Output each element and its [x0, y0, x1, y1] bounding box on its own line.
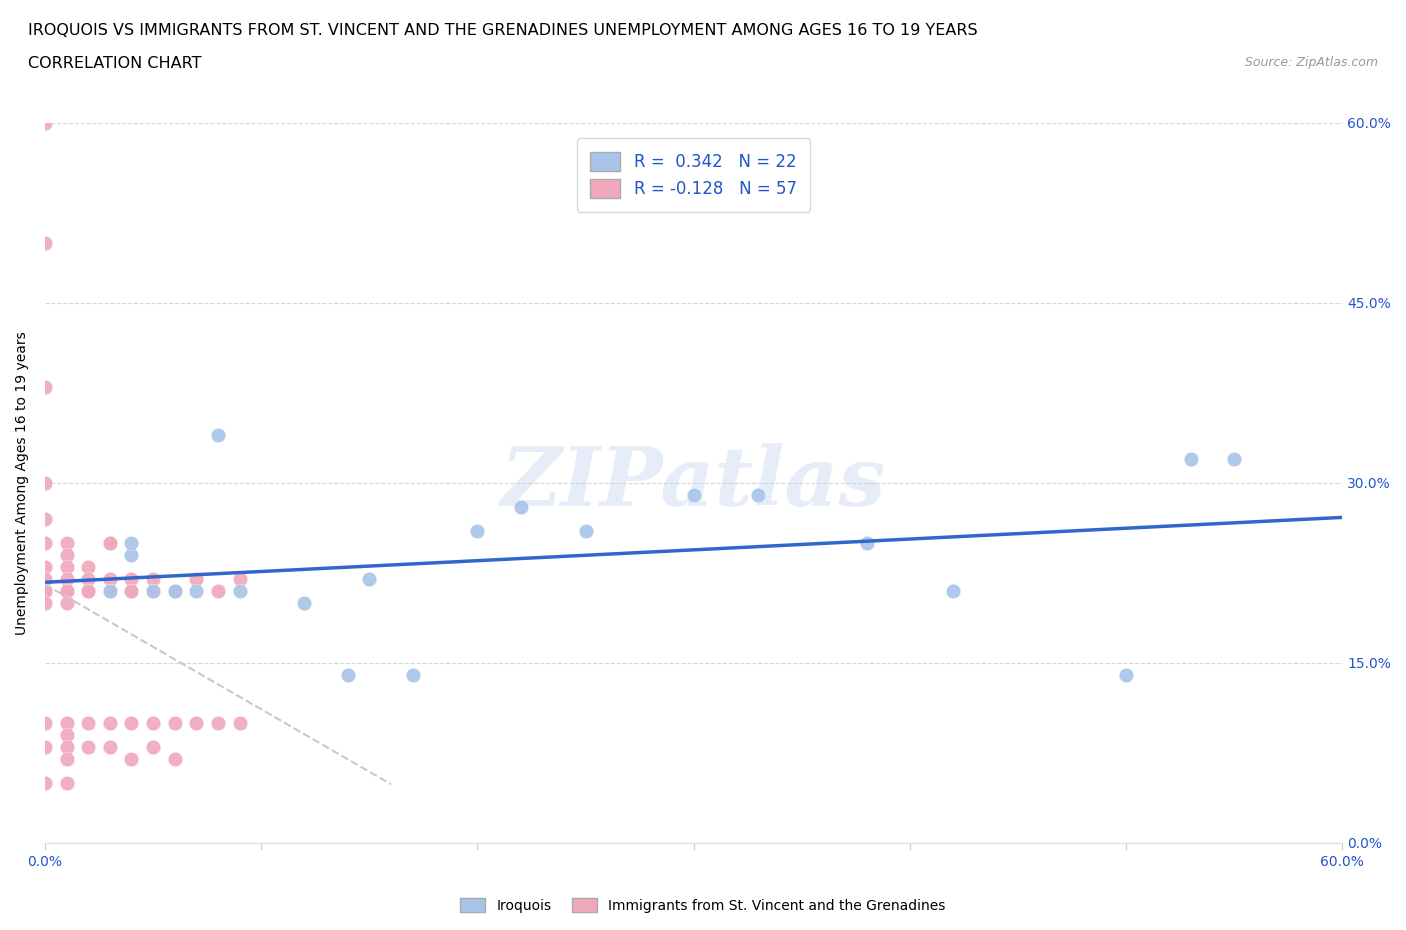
Point: [98, 536, 121, 551]
Point: [55, 583, 77, 598]
Point: [120, 536, 142, 551]
Point: [34, 715, 56, 730]
Point: [98, 715, 121, 730]
Point: [55, 776, 77, 790]
Point: [34, 379, 56, 394]
Point: [142, 583, 165, 598]
Text: ZIPatlas: ZIPatlas: [501, 443, 886, 523]
Point: [359, 571, 381, 586]
Point: [1180, 451, 1202, 466]
Point: [942, 583, 965, 598]
Point: [294, 595, 316, 610]
Point: [120, 547, 142, 562]
Point: [55, 595, 77, 610]
Point: [682, 487, 704, 502]
Point: [34, 583, 56, 598]
Legend: Iroquois, Immigrants from St. Vincent and the Grenadines: Iroquois, Immigrants from St. Vincent an…: [454, 893, 952, 919]
Point: [55, 583, 77, 598]
Point: [509, 499, 531, 514]
Point: [207, 583, 229, 598]
Point: [34, 739, 56, 754]
Point: [142, 715, 165, 730]
Point: [336, 668, 359, 683]
Point: [228, 571, 250, 586]
Point: [55, 715, 77, 730]
Point: [77, 571, 100, 586]
Point: [163, 583, 186, 598]
Point: [228, 583, 250, 598]
Point: [98, 739, 121, 754]
Point: [34, 475, 56, 490]
Point: [34, 583, 56, 598]
Point: [120, 751, 142, 766]
Legend: R =  0.342   N = 22, R = -0.128   N = 57: R = 0.342 N = 22, R = -0.128 N = 57: [576, 139, 810, 212]
Text: IROQUOIS VS IMMIGRANTS FROM ST. VINCENT AND THE GRENADINES UNEMPLOYMENT AMONG AG: IROQUOIS VS IMMIGRANTS FROM ST. VINCENT …: [28, 23, 977, 38]
Point: [142, 583, 165, 598]
Point: [55, 571, 77, 586]
Point: [55, 559, 77, 574]
Point: [77, 583, 100, 598]
Point: [574, 524, 596, 538]
Point: [55, 751, 77, 766]
Point: [34, 235, 56, 250]
Point: [163, 751, 186, 766]
Point: [120, 583, 142, 598]
Point: [34, 776, 56, 790]
Point: [98, 583, 121, 598]
Y-axis label: Unemployment Among Ages 16 to 19 years: Unemployment Among Ages 16 to 19 years: [15, 331, 30, 634]
Point: [186, 583, 208, 598]
Point: [163, 583, 186, 598]
Text: Source: ZipAtlas.com: Source: ZipAtlas.com: [1244, 56, 1378, 69]
Point: [163, 715, 186, 730]
Point: [34, 595, 56, 610]
Point: [207, 715, 229, 730]
Point: [163, 583, 186, 598]
Point: [34, 559, 56, 574]
Point: [34, 115, 56, 130]
Point: [98, 571, 121, 586]
Point: [228, 715, 250, 730]
Point: [1223, 451, 1246, 466]
Point: [55, 727, 77, 742]
Point: [142, 739, 165, 754]
Point: [467, 524, 489, 538]
Point: [34, 571, 56, 586]
Point: [1115, 668, 1137, 683]
Point: [747, 487, 769, 502]
Point: [98, 583, 121, 598]
Point: [34, 536, 56, 551]
Point: [120, 715, 142, 730]
Point: [120, 571, 142, 586]
Point: [55, 739, 77, 754]
Point: [98, 536, 121, 551]
Point: [855, 536, 877, 551]
Point: [186, 715, 208, 730]
Point: [207, 427, 229, 442]
Point: [77, 739, 100, 754]
Point: [34, 512, 56, 526]
Point: [77, 715, 100, 730]
Text: CORRELATION CHART: CORRELATION CHART: [28, 56, 201, 71]
Point: [186, 571, 208, 586]
Point: [55, 547, 77, 562]
Point: [142, 571, 165, 586]
Point: [55, 536, 77, 551]
Point: [77, 559, 100, 574]
Point: [401, 668, 423, 683]
Point: [77, 583, 100, 598]
Point: [120, 583, 142, 598]
